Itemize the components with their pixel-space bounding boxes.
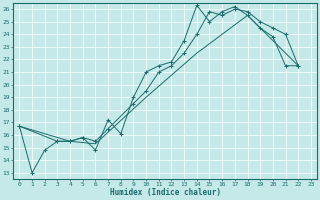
X-axis label: Humidex (Indice chaleur): Humidex (Indice chaleur) xyxy=(110,188,220,197)
